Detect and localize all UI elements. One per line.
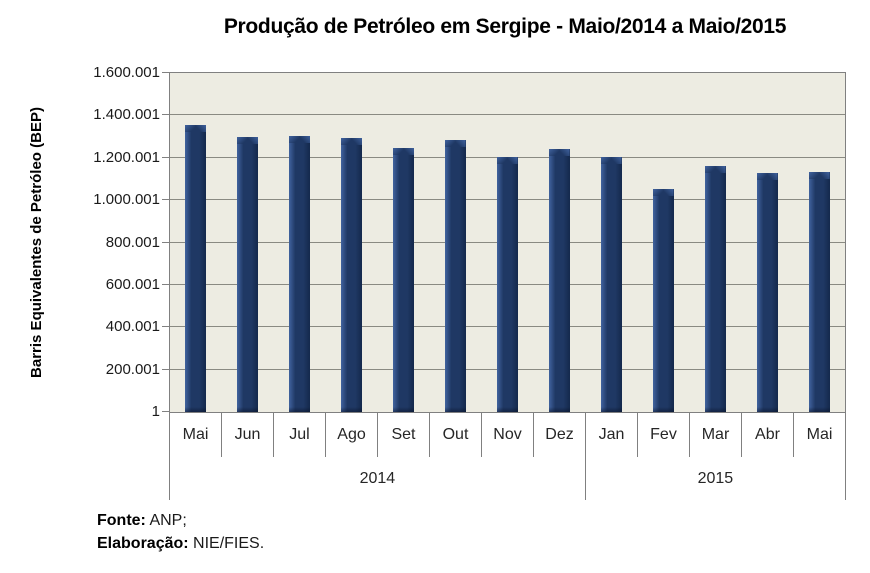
y-tick-label: 1.400.001 [93,106,160,123]
bar-bottom-bevel [808,407,830,412]
y-tick-mark [162,199,169,200]
x-month-label: Jun [222,413,274,457]
y-tick-label: 600.001 [105,276,160,293]
bar-top-bevel [497,157,518,164]
y-tick-label: 1.000.001 [93,191,160,208]
bar [289,136,311,412]
x-axis-years: 2014 2015 [169,457,846,500]
bar [600,157,622,412]
y-tick-mark [162,411,169,412]
bar [445,140,467,412]
bar [341,138,363,412]
bar-bottom-bevel [756,407,778,412]
y-tick-mark [162,284,169,285]
footer-elaboration-value: NIE/FIES. [188,535,265,552]
x-month-label: Fev [638,413,690,457]
x-year-label: 2014 [170,457,586,500]
bar-top-bevel [548,149,570,156]
y-tick-mark [162,369,169,370]
x-month-label: Nov [482,413,534,457]
bar-bottom-bevel [393,407,415,412]
plot-area [169,72,846,413]
bar [548,149,570,412]
y-tick-mark [162,242,169,243]
x-month-label: Dez [534,413,586,457]
x-month-label: Jan [586,413,638,457]
chart-footer: Fonte: ANP; Elaboração: NIE/FIES. [97,509,264,555]
y-tick-label: 800.001 [105,234,160,251]
bar-top-bevel [808,172,830,179]
bar-bottom-bevel [652,407,674,412]
bar-top-bevel [704,166,726,173]
footer-source-value: ANP; [145,512,187,529]
x-month-label: Set [378,413,430,457]
bar-bottom-bevel [548,407,570,412]
x-month-label: Mai [806,426,833,443]
bar [185,125,207,412]
x-axis-months: Mai Jun Jul Ago Set Out Nov Dez Jan Fev Mar Abr Mai [169,413,846,457]
bar [652,189,674,412]
bar-top-bevel [289,136,311,143]
y-axis: 1.600.001 1.400.001 1.200.001 1.000.001 800.… [0,64,169,420]
bar-bottom-bevel [704,407,726,412]
y-tick-label: 1.600.001 [93,64,160,81]
bar-top-bevel [341,138,363,145]
x-month-label: Abr [742,413,794,457]
bar [237,137,259,412]
bar-top-bevel [237,137,259,144]
bar-top-bevel [185,125,207,132]
bar-top-bevel [445,140,467,147]
bar-bottom-bevel [600,407,622,412]
y-tick-mark [162,72,169,73]
y-tick-mark [162,157,169,158]
bar-bottom-bevel [289,407,311,412]
bar [704,166,726,412]
bar [497,157,518,412]
bar [756,173,778,412]
bar [808,172,830,412]
footer-source-label: Fonte: [97,512,146,529]
bar-top-bevel [600,157,622,164]
y-tick-label: 1.200.001 [93,149,160,166]
x-month-label: Mai [170,413,222,457]
y-tick-label: 1 [151,403,160,420]
bar-bottom-bevel [445,407,467,412]
y-tick-label: 200.001 [105,361,160,378]
bar-bottom-bevel [497,407,518,412]
bar-top-bevel [393,148,415,155]
bar-bottom-bevel [341,407,363,412]
x-month-label: Mar [690,413,742,457]
x-year-label: 2015 [586,457,846,500]
y-tick-mark [162,326,169,327]
bar [393,148,415,412]
bar-top-bevel [652,189,674,196]
x-month-label: Jul [274,413,326,457]
footer-elaboration-label: Elaboração: [97,535,189,552]
y-tick-label: 400.001 [105,318,160,335]
footer-elaboration: Elaboração: NIE/FIES. [97,532,264,555]
gridline [170,114,845,115]
chart-title: Produção de Petróleo em Sergipe - Maio/2… [223,15,787,38]
bar-bottom-bevel [185,407,207,412]
x-month-label: Out [430,413,482,457]
y-tick-mark [162,114,169,115]
footer-source: Fonte: ANP; [97,509,264,532]
bar-top-bevel [756,173,778,180]
bar-bottom-bevel [237,407,259,412]
x-month-label: Ago [326,413,378,457]
